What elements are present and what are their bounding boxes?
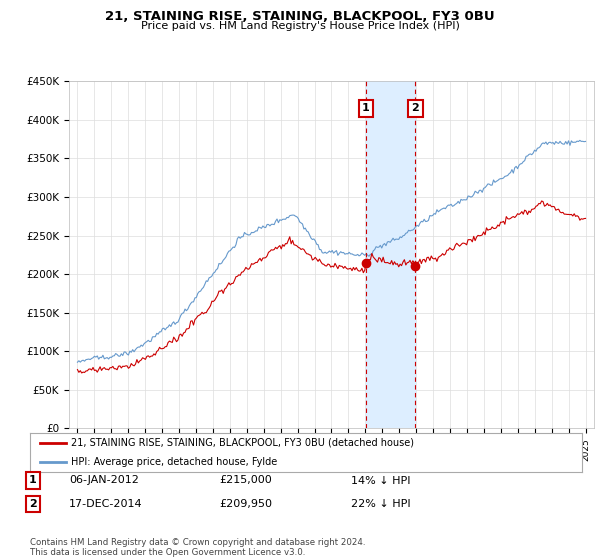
Text: 21, STAINING RISE, STAINING, BLACKPOOL, FY3 0BU (detached house): 21, STAINING RISE, STAINING, BLACKPOOL, … — [71, 438, 415, 448]
Text: Contains HM Land Registry data © Crown copyright and database right 2024.
This d: Contains HM Land Registry data © Crown c… — [30, 538, 365, 557]
Text: 1: 1 — [362, 103, 370, 113]
Text: 2: 2 — [29, 499, 37, 509]
Text: Price paid vs. HM Land Registry's House Price Index (HPI): Price paid vs. HM Land Registry's House … — [140, 21, 460, 31]
Text: 06-JAN-2012: 06-JAN-2012 — [69, 475, 139, 486]
Text: 1: 1 — [29, 475, 37, 486]
Text: 21, STAINING RISE, STAINING, BLACKPOOL, FY3 0BU: 21, STAINING RISE, STAINING, BLACKPOOL, … — [105, 10, 495, 22]
Text: £215,000: £215,000 — [219, 475, 272, 486]
Text: 14% ↓ HPI: 14% ↓ HPI — [351, 475, 410, 486]
Text: 17-DEC-2014: 17-DEC-2014 — [69, 499, 143, 509]
Text: 22% ↓ HPI: 22% ↓ HPI — [351, 499, 410, 509]
Text: HPI: Average price, detached house, Fylde: HPI: Average price, detached house, Fyld… — [71, 457, 278, 467]
Text: 2: 2 — [412, 103, 419, 113]
Bar — [366, 81, 415, 428]
Text: £209,950: £209,950 — [219, 499, 272, 509]
